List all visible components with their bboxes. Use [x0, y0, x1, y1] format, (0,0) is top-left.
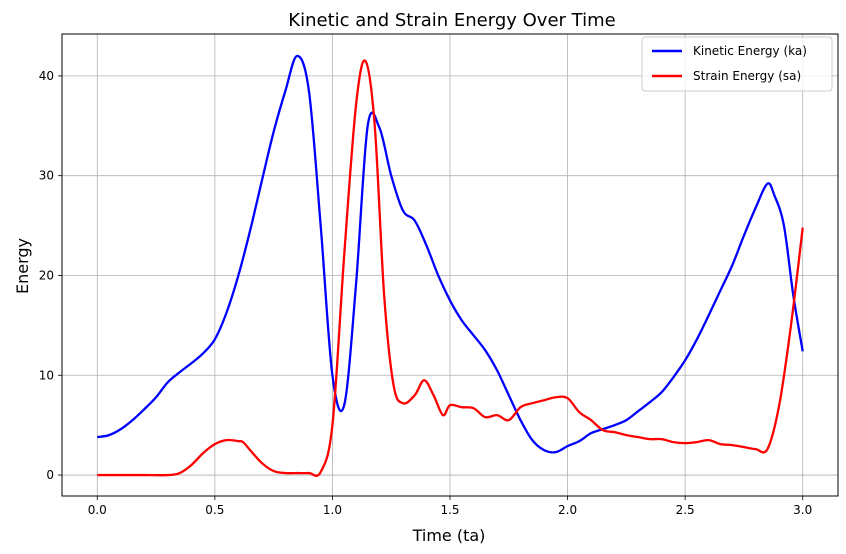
x-tick-label: 1.5	[440, 503, 459, 517]
x-tick-label: 0.0	[88, 503, 107, 517]
x-tick-label: 1.0	[323, 503, 342, 517]
y-tick-label: 10	[39, 368, 54, 382]
x-tick-label: 0.5	[205, 503, 224, 517]
y-tick-label: 0	[46, 468, 54, 482]
tick-layer: 0.0 0.5 1.0 1.5 2.0 2.5 3.0 0 10 20 30 40	[39, 69, 813, 517]
legend: Kinetic Energy (ka) Strain Energy (sa)	[641, 36, 833, 92]
series-line-kinetic	[97, 54, 804, 454]
series-line-strain	[97, 59, 804, 477]
legend-box	[641, 36, 833, 92]
grid-layer	[62, 34, 838, 496]
chart-title: Kinetic and Strain Energy Over Time	[288, 10, 615, 31]
series-layer	[97, 54, 804, 477]
y-axis-label: Energy	[13, 238, 32, 294]
x-tick-label: 2.5	[676, 503, 695, 517]
x-axis-label: Time (ta)	[412, 526, 486, 545]
legend-label-kinetic: Kinetic Energy (ka)	[693, 44, 807, 58]
y-tick-label: 40	[39, 69, 54, 83]
x-tick-label: 2.0	[558, 503, 577, 517]
y-tick-label: 30	[39, 169, 54, 183]
x-tick-label: 3.0	[793, 503, 812, 517]
legend-label-strain: Strain Energy (sa)	[693, 69, 801, 83]
y-tick-label: 20	[39, 268, 54, 282]
